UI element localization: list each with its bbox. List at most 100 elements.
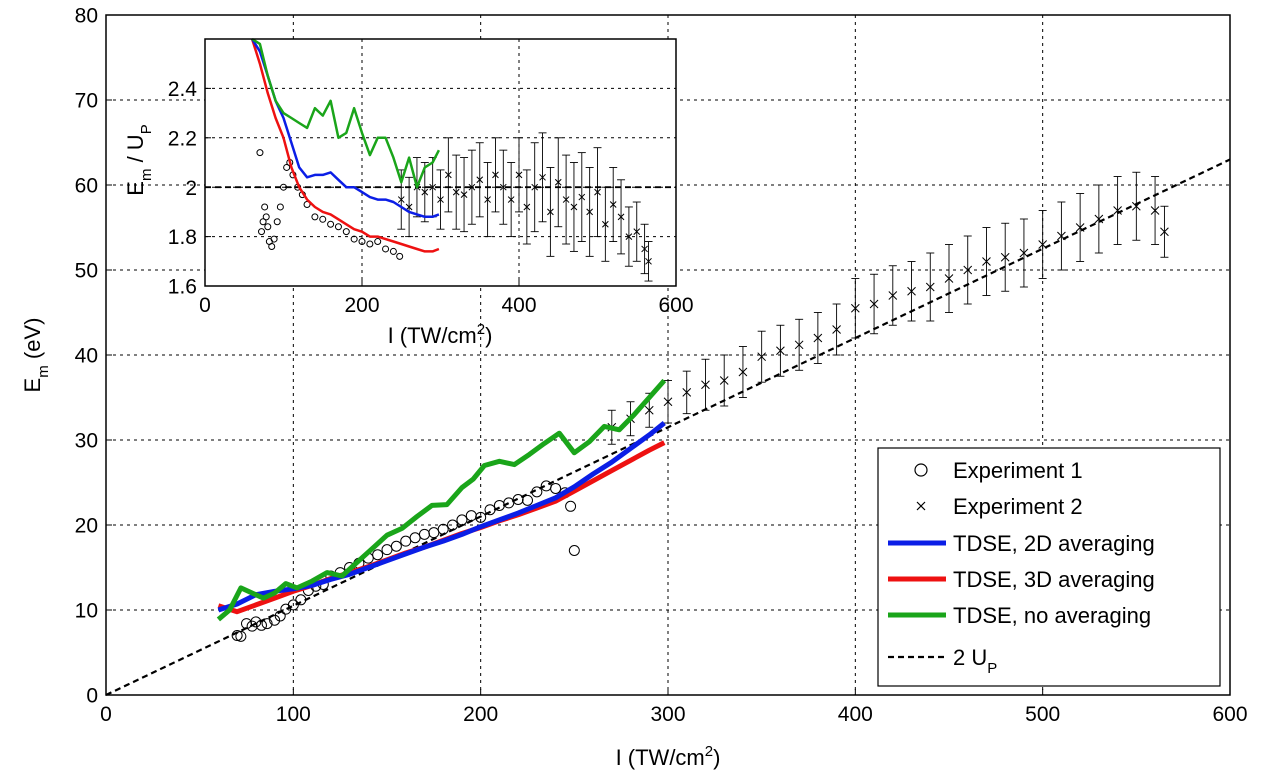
inset-exp2-point	[429, 183, 437, 191]
main-exp1-point	[400, 535, 412, 547]
inset-y-tick-label: 2	[185, 177, 197, 200]
main-y-axis-label: Em (eV)	[20, 318, 52, 393]
inset-exp1-point	[264, 223, 272, 231]
main-exp1-point	[484, 504, 496, 516]
inset-exp1-point	[358, 238, 366, 246]
inset-plot-frame	[204, 38, 677, 287]
inset-exp1-point	[303, 200, 311, 208]
legend-label-twoup: 2 UP	[953, 645, 997, 677]
main-exp2-point	[701, 380, 710, 390]
inset-chart: 0 200 400 600 1.6 1.8 2 2.2 2.4 I (TW/cm2) Em /…	[123, 37, 694, 348]
inset-exp2-point	[539, 173, 546, 181]
main-y-tick-label: 60	[75, 175, 98, 198]
main-y-tick-label: 70	[75, 90, 98, 113]
main-exp1-point	[475, 511, 487, 523]
main-y-tick-label: 30	[75, 430, 98, 453]
inset-exp2-point	[578, 193, 586, 201]
inset-exp1-point	[262, 213, 270, 221]
main-exp1-point	[231, 630, 243, 641]
main-y-tick-label: 20	[75, 515, 98, 538]
legend-label-tdseno: TDSE, no averaging	[953, 603, 1151, 628]
main-y-tick-label: 0	[86, 685, 98, 708]
inset-exp1-point	[270, 235, 278, 243]
main-x-tick-label: 400	[838, 703, 873, 726]
main-y-ticks: 0 10 20 30 40 50 60 70 80	[75, 5, 112, 708]
main-exp1-point	[255, 619, 267, 631]
inset-y-ticks: 1.6 1.8 2 2.2 2.4	[168, 78, 211, 299]
main-exp2-point	[776, 346, 785, 356]
inset-tdse3d-line	[250, 38, 440, 253]
inset-exp2-point	[437, 196, 444, 203]
inset-x-tick-label: 400	[501, 294, 536, 317]
inset-y-tick-label: 2.4	[168, 78, 198, 101]
main-exp1-point	[456, 514, 468, 526]
main-exp2-point	[1094, 214, 1104, 224]
inset-exp2-point	[444, 171, 452, 179]
inset-exp2-point	[452, 188, 460, 196]
inset-exp2-point	[570, 203, 578, 211]
main-exp1-point	[437, 523, 449, 535]
main-exp2-point	[738, 367, 748, 377]
main-exp2-point	[1000, 252, 1010, 262]
inset-exp2-point	[609, 201, 617, 208]
main-exp2-point	[719, 376, 729, 385]
main-exp1-point	[295, 594, 307, 606]
inset-exp2-point	[633, 228, 641, 236]
inset-exp1-point	[268, 242, 276, 250]
inset-exp2-point	[594, 188, 601, 196]
inset-exp2-point	[421, 188, 429, 196]
main-exp1-point	[250, 616, 262, 628]
main-exp2-point	[1150, 206, 1160, 215]
main-exp2-point	[1038, 240, 1048, 249]
main-x-ticks: 0 100 200 300 400 500 600	[100, 689, 1248, 726]
main-exp1-point	[568, 545, 580, 556]
inset-exp1-point	[382, 245, 390, 253]
inset-exp2-point	[562, 196, 570, 203]
main-exp2-point	[944, 274, 954, 283]
main-y-tick-label: 10	[75, 600, 98, 623]
inset-exp2-point	[484, 196, 491, 203]
main-experiment2-points	[607, 171, 1169, 445]
inset-exp2-point	[523, 203, 531, 211]
main-exp2-point	[888, 291, 898, 300]
main-exp2-point	[832, 325, 841, 334]
legend-item-tdse2d: TDSE, 2D averaging	[888, 531, 1155, 556]
main-exp2-point	[757, 352, 767, 362]
inset-exp1-point	[276, 203, 284, 211]
inset-x-axis-label: I (TW/cm2)	[388, 321, 493, 348]
main-exp2-point	[1113, 206, 1122, 215]
legend-label-experiment1: Experiment 1	[953, 458, 1083, 483]
main-y-tick-label: 40	[75, 345, 98, 368]
main-exp2-point	[925, 282, 935, 292]
legend-item-tdse3d: TDSE, 3D averaging	[888, 567, 1155, 592]
inset-exp1-point	[374, 238, 382, 246]
main-exp2-point	[907, 286, 916, 296]
inset-exp1-point	[350, 235, 358, 243]
inset-x-tick-label: 200	[344, 294, 379, 317]
main-exp1-point	[235, 630, 247, 642]
main-exp1-point	[550, 482, 562, 494]
main-exp1-point	[428, 527, 440, 539]
main-exp1-point	[246, 620, 258, 632]
inset-exp2-point	[645, 257, 652, 265]
main-x-tick-label: 0	[100, 703, 112, 726]
inset-exp2-point	[507, 196, 515, 203]
main-exp2-point	[850, 303, 860, 313]
legend-label-tdse3d: TDSE, 3D averaging	[953, 567, 1155, 592]
inset-exp1-point	[396, 252, 404, 260]
inset-exp1-point	[389, 247, 397, 255]
inset-exp1-point	[261, 203, 269, 211]
legend: Experiment 1 Experiment 2 TDSE, 2D avera…	[877, 447, 1221, 687]
inset-exp2-point	[515, 171, 523, 179]
inset-x-ticks: 0 200 400 600	[199, 280, 694, 317]
inset-exp1-point	[334, 223, 342, 231]
inset-exp2-point	[601, 220, 609, 228]
inset-exp2-point	[625, 233, 633, 240]
main-exp2-point	[1057, 231, 1066, 241]
inset-x-tick-label: 0	[199, 294, 211, 317]
main-exp2-point	[1160, 227, 1169, 237]
main-exp2-point	[1075, 223, 1085, 232]
inset-exp1-point	[256, 149, 264, 157]
main-exp1-point	[287, 599, 299, 611]
